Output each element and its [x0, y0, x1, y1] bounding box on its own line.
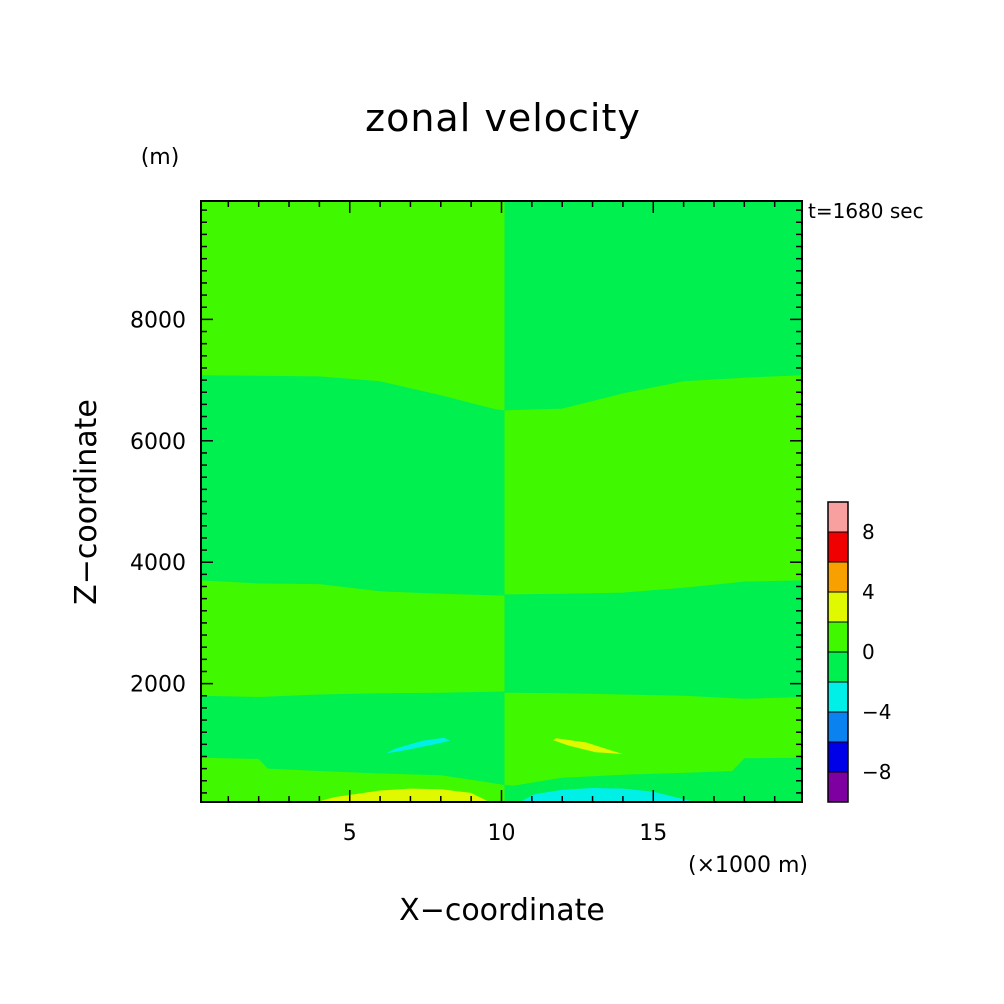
contour-region-8	[386, 737, 450, 754]
x-axis-title: X−coordinate	[399, 893, 605, 928]
colorbar-swatch	[827, 681, 849, 713]
contour-region-5	[316, 788, 490, 802]
y-tick-label: 2000	[130, 673, 186, 698]
contour-regions	[201, 201, 802, 802]
y-unit-label: (m)	[141, 145, 180, 170]
colorbar-swatch	[827, 561, 849, 593]
colorbar-tick-label: 4	[862, 580, 875, 604]
time-label: t=1680 sec	[808, 199, 924, 223]
colorbar-swatch	[827, 531, 849, 563]
colorbar-swatch	[827, 621, 849, 653]
x-tick-labels: 5 10 15	[343, 821, 668, 846]
colorbar-tick-label: 8	[862, 520, 875, 544]
x-unit-label: (×1000 m)	[688, 853, 808, 878]
colorbar-tick-label: 0	[862, 640, 875, 664]
colorbar-swatch	[827, 591, 849, 623]
colorbar-swatch	[827, 501, 849, 533]
contour-region-4	[504, 692, 802, 786]
y-tick-label: 6000	[130, 430, 186, 455]
contour-region-1	[201, 580, 505, 697]
x-tick-label: 5	[343, 821, 357, 846]
colorbar-frame	[827, 501, 849, 803]
x-tick-label: 15	[639, 821, 667, 846]
contour-region-7	[519, 788, 696, 802]
colorbar-tick-label: −4	[862, 700, 891, 724]
plot-area	[200, 200, 803, 803]
colorbar-swatch	[827, 711, 849, 743]
colorbar-swatch	[827, 741, 849, 773]
colorbar: −8 −4 0 4 8	[827, 501, 891, 803]
contour-region-3	[504, 375, 802, 595]
colorbar-swatch	[827, 651, 849, 683]
y-axis-title: Z−coordinate	[69, 399, 104, 605]
y-tick-label: 8000	[130, 308, 186, 333]
contour-region-6	[553, 738, 623, 754]
colorbar-tick-label: −8	[862, 760, 891, 784]
chart-title: zonal velocity	[365, 96, 641, 140]
axis-ticks	[201, 201, 802, 802]
x-tick-label: 10	[488, 821, 516, 846]
contour-region-0	[201, 201, 505, 411]
y-tick-label: 4000	[130, 551, 186, 576]
y-tick-labels: 2000 4000 6000 8000	[130, 308, 186, 697]
colorbar-swatch	[827, 771, 849, 803]
